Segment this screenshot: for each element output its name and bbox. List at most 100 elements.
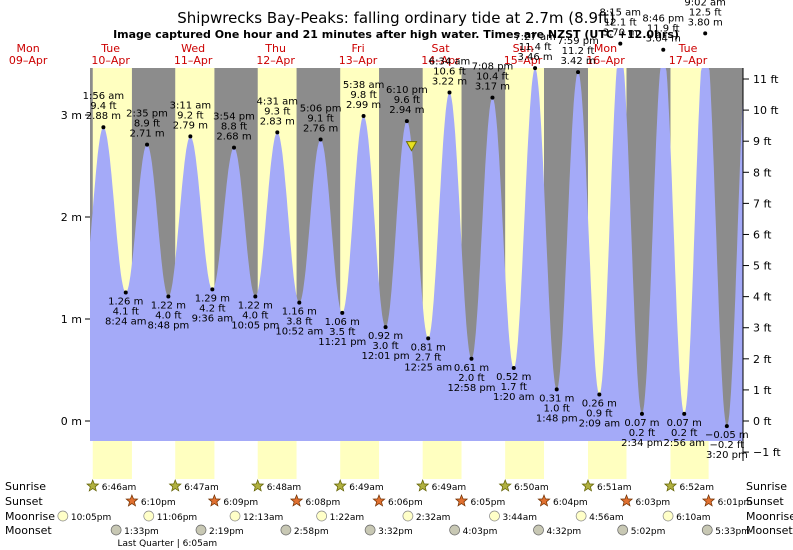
tide-event-label: 9.4 ft — [90, 101, 116, 112]
tide-point — [253, 294, 258, 299]
tide-event-label: 11.4 ft — [519, 42, 552, 53]
moonset-icon — [364, 524, 376, 536]
tide-point — [123, 290, 128, 295]
sun-moon-table: Sunrise Sunrise Sunset Sunset Moonrise Moonri… — [5, 479, 793, 549]
tide-event-label: 3:11 am — [170, 100, 212, 111]
tide-event-label: 9.1 ft — [307, 113, 333, 124]
left-axis-label: 1 m — [61, 313, 82, 326]
low-tide-event: −0.05 m−0.2 ft3:20 pm — [705, 424, 749, 461]
moonset-time: 1:33pm — [124, 527, 159, 537]
left-axis-label: 2 m — [61, 211, 82, 224]
low-tide-event: 0.07 m0.2 ft2:34 pm — [621, 411, 663, 449]
tide-event-label: 1.7 ft — [501, 382, 527, 393]
sunset-time: 6:06pm — [388, 498, 423, 508]
right-axis-label: 7 ft — [753, 197, 772, 210]
tide-event-label: 8:48 pm — [147, 321, 189, 332]
moonset-icon — [280, 524, 292, 536]
tide-point — [469, 356, 474, 361]
day-name-label: Tue — [100, 42, 120, 55]
tide-point — [101, 125, 106, 130]
sunrise-icon — [416, 479, 430, 492]
tide-event-label: 1.22 m — [151, 301, 186, 312]
right-axis-label: −1 ft — [753, 446, 781, 459]
tide-point — [447, 90, 452, 95]
tide-event-label: 0.52 m — [496, 372, 531, 383]
sunset-icon — [372, 494, 386, 507]
sunset-icon — [207, 494, 222, 507]
tide-event-label: 10:52 am — [275, 327, 323, 338]
tide-event-label: 10:05 pm — [231, 321, 279, 332]
tide-event-label: 0.92 m — [368, 331, 403, 342]
moonrise-time: 11:06pm — [157, 513, 197, 523]
day-name-label: Mon — [17, 42, 40, 55]
sunset-icon — [454, 494, 469, 507]
tide-point — [340, 310, 345, 315]
tide-event-label: 1.22 m — [238, 301, 273, 312]
sunrise-icon — [86, 479, 100, 492]
tide-point — [661, 47, 666, 52]
daylight-band-lower — [257, 441, 297, 479]
tide-event-label: 12:25 am — [404, 362, 452, 373]
tide-event-label: 3.80 m — [688, 17, 723, 28]
right-axis-label: 5 ft — [753, 260, 772, 273]
row-label-right: Sunrise — [746, 480, 787, 493]
tide-event-label: 1:20 am — [493, 392, 535, 403]
high-tide-event: 4:31 am9.3 ft2.83 m — [257, 96, 298, 135]
sunrise-icon — [498, 479, 512, 492]
low-tide-event: 1.26 m4.1 ft8:24 am — [105, 290, 147, 327]
tide-event-label: 0.61 m — [454, 363, 489, 374]
right-axis-feet: −1 ft 0 ft 1 ft 2 ft 3 ft 4 ft 5 ft 6 ft 7 ft 8 f… — [742, 68, 781, 461]
day-name-label: Sat — [432, 42, 451, 55]
right-axis-label: 0 ft — [753, 415, 772, 428]
moonset-time: 5:02pm — [631, 527, 666, 537]
tide-point — [426, 336, 431, 341]
sunrise-time: 6:49am — [349, 483, 384, 493]
tide-event-label: −0.05 m — [705, 430, 749, 441]
tide-event-label: 3:54 pm — [213, 112, 255, 123]
tide-event-label: 12.1 ft — [604, 18, 637, 29]
tide-event-label: 12:58 pm — [447, 383, 495, 394]
day-date-label: 09–Apr — [9, 54, 48, 67]
tide-event-label: 1.0 ft — [544, 403, 570, 414]
moonrise-time: 6:10am — [676, 513, 711, 523]
tide-events: 1:56 am9.4 ft2.88 m 1.26 m4.1 ft8:24 am 2:… — [83, 0, 749, 461]
tide-point — [724, 424, 729, 429]
moonset-icon — [449, 524, 460, 536]
moonset-icon — [701, 524, 713, 536]
day-date-label: 13–Apr — [339, 54, 378, 67]
tide-event-label: 8.8 ft — [221, 122, 247, 133]
tide-event-label: 2.99 m — [346, 100, 381, 111]
tide-point — [703, 31, 708, 36]
right-axis-label: 8 ft — [753, 166, 772, 179]
sunset-icon — [619, 494, 634, 507]
tide-event-label: 9.3 ft — [264, 106, 290, 117]
row-label-right: Moonset — [746, 524, 793, 537]
tide-point — [404, 119, 409, 124]
tide-event-label: 9.2 ft — [177, 110, 203, 121]
day-date-label: 15–Apr — [504, 54, 543, 67]
low-tide-event: 1.29 m4.2 ft9:36 am — [192, 287, 233, 324]
tide-event-label: 1:48 pm — [536, 413, 578, 424]
right-axis-label: 4 ft — [753, 291, 772, 304]
tide-event-label: 9.6 ft — [394, 95, 420, 106]
sunrise-icon — [168, 479, 182, 492]
current-tide-marker — [405, 141, 418, 152]
daylight-band-lower — [587, 441, 627, 479]
tide-event-label: 0.81 m — [411, 342, 446, 353]
tide-event-label: 3:20 pm — [706, 450, 748, 461]
tide-event-label: 3.46 m — [517, 52, 552, 63]
day-name-label: Fri — [352, 42, 365, 55]
high-tide-event: 6:10 pm9.6 ft2.94 m — [386, 85, 428, 124]
daylight-band-lower — [505, 441, 545, 479]
moon-phase-label: Last Quarter | 6:05am — [117, 539, 217, 549]
high-tide-event: 3:54 pm8.8 ft2.68 m — [213, 112, 255, 150]
tide-event-label: 8:15 am — [600, 8, 642, 19]
tide-event-label: 0.07 m — [667, 418, 702, 429]
tide-event-label: 2.76 m — [303, 123, 338, 134]
moonrise-icon — [402, 510, 414, 522]
day-name-label: Thu — [264, 42, 286, 55]
